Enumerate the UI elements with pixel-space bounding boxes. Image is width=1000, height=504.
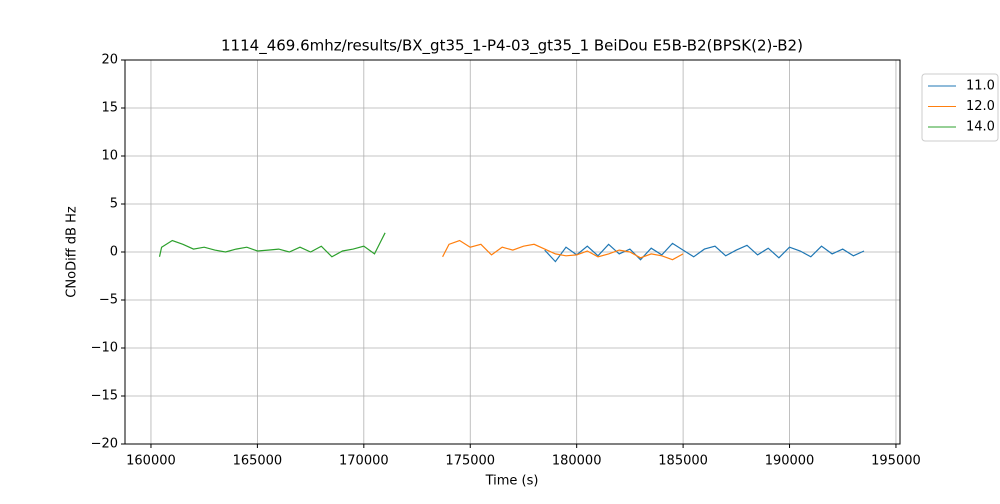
chart-title: 1114_469.6mhz/results/BX_gt35_1-P4-03_gt… <box>221 37 803 56</box>
y-tick-label: −20 <box>91 437 118 452</box>
x-tick-label: 190000 <box>765 454 815 469</box>
legend-box <box>921 73 999 142</box>
x-tick-label: 175000 <box>445 454 495 469</box>
y-tick-label: 15 <box>101 101 118 116</box>
x-axis-label: Time (s) <box>485 474 539 489</box>
y-tick-label: 10 <box>101 149 118 164</box>
x-tick-label: 170000 <box>339 454 389 469</box>
y-tick-label: 5 <box>110 197 118 212</box>
x-tick-label: 165000 <box>233 454 283 469</box>
series-line <box>158 232 386 258</box>
y-tick-label: −10 <box>91 341 118 356</box>
x-tick-label: 160000 <box>126 454 176 469</box>
y-tick-label: −15 <box>91 389 118 404</box>
y-tick-label: 0 <box>110 245 118 260</box>
legend-label: 11.0 <box>966 79 995 94</box>
plot-frame <box>124 59 901 445</box>
y-tick-label: 20 <box>101 53 118 68</box>
x-tick-label: 185000 <box>658 454 708 469</box>
legend-label: 12.0 <box>966 99 995 114</box>
series-line <box>544 242 865 263</box>
y-tick-label: −5 <box>99 293 118 308</box>
x-tick-label: 195000 <box>871 454 921 469</box>
x-tick-label: 180000 <box>552 454 602 469</box>
legend-label: 14.0 <box>966 120 995 135</box>
y-axis-label: CNoDiff dB Hz <box>65 206 80 298</box>
series-line <box>442 239 684 261</box>
